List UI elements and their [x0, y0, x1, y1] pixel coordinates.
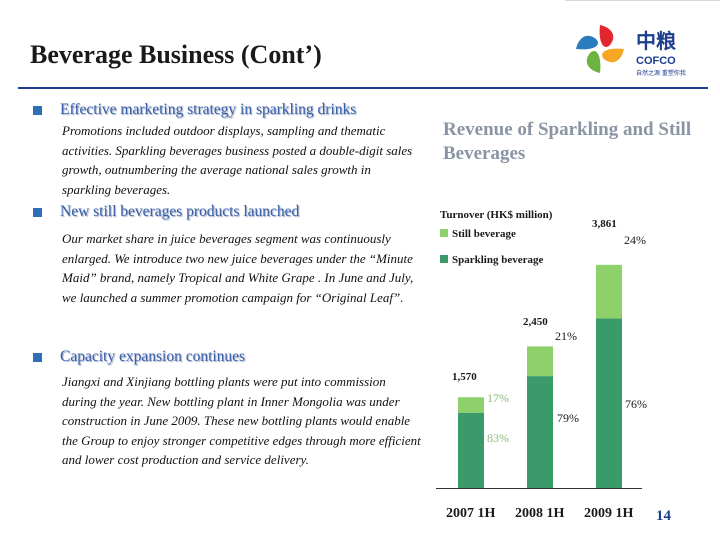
cofco-logo: 中粮 COFCO 自然之源 重塑你我: [570, 20, 715, 78]
total-label: 2,450: [523, 316, 548, 328]
legend-swatch-still: [440, 229, 448, 237]
bullet-heading: New still beverages products launched: [60, 203, 300, 220]
slide-title: Beverage Business (Cont’): [30, 40, 322, 69]
y-axis-label: Turnover (HK$ million): [440, 209, 553, 221]
bullet-square-icon: [33, 207, 42, 217]
bullet-square-icon: [33, 352, 42, 362]
logo-frame: [565, 0, 720, 7]
bullet-heading: Effective marketing strategy in sparklin…: [60, 101, 357, 118]
x-tick-label: 2007 1H: [446, 506, 496, 520]
bar-sparkling: [527, 376, 553, 488]
bar-sparkling: [458, 412, 484, 488]
data-label-still-pct: 21%: [555, 329, 577, 343]
title-divider: [18, 87, 708, 89]
legend-swatch-sparkling: [440, 255, 448, 263]
bar-still: [596, 264, 622, 319]
bar-still: [458, 397, 484, 413]
chart-title-text: Revenue of Sparkling and Still Beverages: [443, 119, 692, 164]
bar-still: [527, 346, 553, 377]
bar-sparkling: [596, 318, 622, 488]
bullet-3: Capacity expansion continues: [33, 348, 245, 366]
revenue-chart: Turnover (HK$ million) Still beverage Spar…: [436, 209, 647, 520]
x-tick-label: 2009 1H: [584, 506, 634, 520]
data-label-sparkling-pct: 83%: [487, 431, 509, 445]
bullet-2: New still beverages products launched: [33, 203, 299, 221]
bullet-body: Our market share in juice beverages segm…: [62, 231, 414, 305]
total-label: 1,570: [452, 371, 477, 383]
bullet-body: Jiangxi and Xinjiang bottling plants wer…: [62, 374, 421, 468]
bullet-square-icon: [33, 105, 42, 115]
bullet-heading: Capacity expansion continues: [60, 348, 246, 365]
cofco-logo-mark: 中粮 COFCO 自然之源 重塑你我: [576, 25, 686, 77]
logo-brand-en: COFCO: [636, 55, 676, 67]
logo-tagline: 自然之源 重塑你我: [636, 69, 686, 77]
data-label-still-pct: 17%: [487, 391, 509, 405]
data-label-sparkling-pct: 79%: [557, 411, 579, 425]
data-label-still-pct: 24%: [624, 233, 646, 247]
page-number: 14: [656, 508, 671, 524]
logo-brand-cn: 中粮: [636, 29, 676, 53]
legend-label-still: Still beverage: [452, 228, 516, 240]
bullet-1: Effective marketing strategy in sparklin…: [33, 101, 356, 119]
data-label-sparkling-pct: 76%: [625, 397, 647, 411]
chart-title: Revenue of Sparkling and Still Beverages: [443, 118, 720, 166]
x-tick-label: 2008 1H: [515, 506, 565, 520]
legend-label-sparkling: Sparkling beverage: [452, 254, 543, 266]
total-label: 3,861: [592, 218, 617, 230]
bullet-body: Promotions included outdoor displays, sa…: [62, 123, 413, 197]
